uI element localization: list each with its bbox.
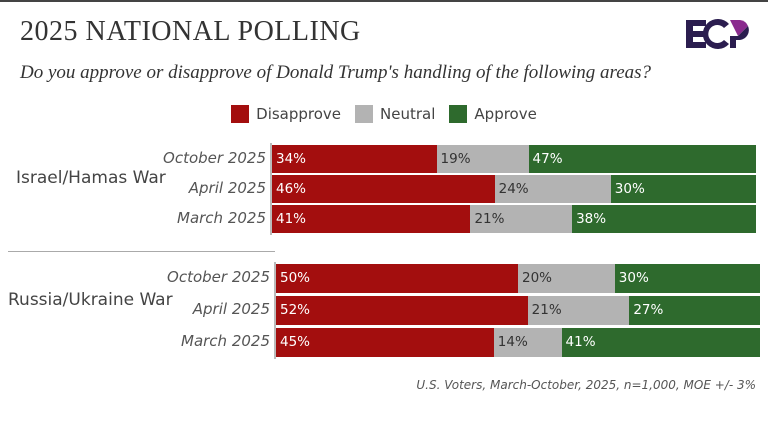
bar-disapprove: 52% <box>276 296 528 325</box>
data-label: 47% <box>532 151 563 167</box>
footnote: U.S. Voters, March-October, 2025, n=1,00… <box>416 378 756 392</box>
data-label: 24% <box>498 181 529 197</box>
bar-approve: 30% <box>614 264 760 293</box>
legend-swatch <box>231 105 250 123</box>
data-label: 27% <box>633 302 664 318</box>
legend-swatch <box>449 105 468 123</box>
data-label: 30% <box>614 181 645 197</box>
group-label: Israel/Hamas War <box>16 168 166 188</box>
legend: Disapprove Neutral Approve <box>0 105 768 123</box>
period-label: October 2025 <box>167 268 270 286</box>
legend-label: Approve <box>474 105 537 123</box>
data-label: 30% <box>618 270 649 286</box>
legend-swatch <box>355 105 374 123</box>
bar-approve: 27% <box>629 296 760 325</box>
bar-neutral: 21% <box>470 205 573 233</box>
data-label: 52% <box>280 302 311 318</box>
page-title: 2025 NATIONAL POLLING <box>20 16 361 47</box>
ecp-logo <box>686 18 749 49</box>
bar-neutral: 14% <box>493 328 562 357</box>
data-label: 38% <box>576 211 607 227</box>
bar-approve: 30% <box>610 175 756 203</box>
data-label: 19% <box>440 151 471 167</box>
bar-neutral: 24% <box>494 175 611 203</box>
data-label: 45% <box>280 334 311 350</box>
category-axis <box>274 262 276 359</box>
bar-disapprove: 34% <box>272 145 437 173</box>
legend-approve: Approve <box>449 105 537 123</box>
bar-disapprove: 46% <box>272 175 495 203</box>
legend-label: Disapprove <box>256 105 342 123</box>
data-label: 20% <box>522 270 553 286</box>
data-label: 14% <box>497 334 528 350</box>
bar-approve: 38% <box>572 205 756 233</box>
period-label: April 2025 <box>188 179 266 197</box>
bar-approve: 47% <box>528 145 756 173</box>
bar-neutral: 19% <box>436 145 529 173</box>
bar-disapprove: 50% <box>276 264 518 293</box>
group-label: Russia/Ukraine War <box>8 290 173 310</box>
period-label: March 2025 <box>181 332 270 350</box>
group-divider <box>8 251 275 252</box>
bar-neutral: 21% <box>527 296 630 325</box>
bar-neutral: 20% <box>518 264 615 293</box>
category-axis <box>270 143 272 235</box>
data-label: 21% <box>474 211 505 227</box>
bar-disapprove: 41% <box>272 205 471 233</box>
data-label: 34% <box>276 151 307 167</box>
page-subtitle: Do you approve or disapprove of Donald T… <box>20 62 652 83</box>
data-label: 50% <box>280 270 311 286</box>
data-label: 41% <box>276 211 307 227</box>
period-label: March 2025 <box>177 209 266 227</box>
legend-neutral: Neutral <box>355 105 435 123</box>
data-label: 41% <box>565 334 596 350</box>
bar-disapprove: 45% <box>276 328 494 357</box>
data-label: 21% <box>531 302 562 318</box>
period-label: April 2025 <box>192 300 270 318</box>
legend-disapprove: Disapprove <box>231 105 341 123</box>
data-label: 46% <box>276 181 307 197</box>
bar-approve: 41% <box>561 328 760 357</box>
period-label: October 2025 <box>163 149 266 167</box>
legend-label: Neutral <box>380 105 436 123</box>
